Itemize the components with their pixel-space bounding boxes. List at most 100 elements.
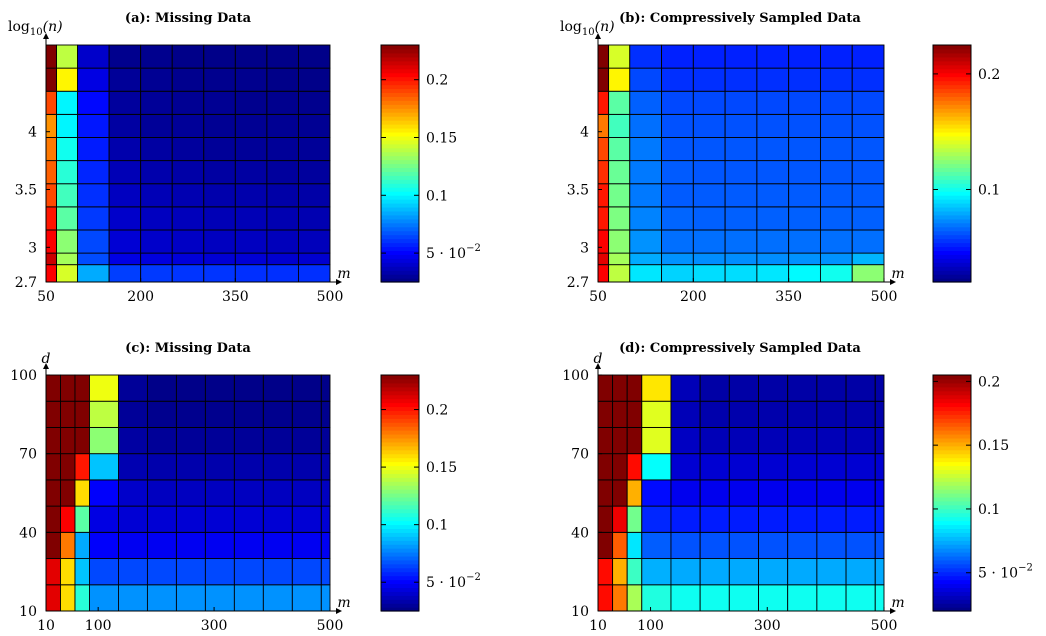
colorbar-segment <box>933 571 971 577</box>
heatmap-cell <box>724 229 758 254</box>
heatmap-cell <box>140 90 173 115</box>
heatmap-cell <box>291 426 322 455</box>
heatmap-cell <box>851 67 885 92</box>
colorbar-segment <box>933 567 971 573</box>
colorbar-frame <box>932 374 972 612</box>
heatmap-cell <box>266 183 299 208</box>
colorbar-segment <box>933 496 971 502</box>
colorbar-segment <box>381 485 419 490</box>
heatmap-cell <box>175 584 206 612</box>
heatmap-cell <box>291 400 322 428</box>
x-tick-label: 100 <box>637 618 664 634</box>
heatmap-cell <box>297 229 331 254</box>
colorbar-segment <box>933 171 971 176</box>
heatmap-cell <box>608 113 631 138</box>
heatmap-cell <box>89 426 119 455</box>
colorbar-segment <box>381 402 419 408</box>
x-tick-label: 500 <box>871 289 898 305</box>
panel-d: (d): Compressively Sampled Data 10 100 300 5… <box>562 341 1033 634</box>
heatmap-cell <box>874 531 885 560</box>
colorbar-segment <box>933 266 971 271</box>
heatmap-cell <box>788 229 821 254</box>
colorbar-segment <box>933 434 971 439</box>
heatmap-cell <box>175 426 206 455</box>
colorbar-segment <box>933 414 971 419</box>
heatmap-cell <box>787 584 818 612</box>
heatmap-cell <box>89 505 119 533</box>
colorbar-segment <box>933 108 971 113</box>
heatmap-cell <box>816 453 847 481</box>
heatmap-cell <box>204 584 235 612</box>
heatmap-cell <box>874 400 885 428</box>
colorbar-segment <box>933 76 971 82</box>
heatmap-cell <box>320 531 331 560</box>
colorbar-segment <box>933 544 971 549</box>
heatmap-cell <box>661 229 694 254</box>
x-tick-label: 300 <box>754 618 781 634</box>
heatmap-cell <box>756 113 790 138</box>
colorbar-segment <box>933 104 971 109</box>
heatmap-cell <box>266 160 299 185</box>
heatmap-cell <box>758 505 789 533</box>
heatmap-cell <box>728 531 759 560</box>
heatmap-cell <box>661 67 694 92</box>
heatmap-cell <box>641 374 672 402</box>
heatmap-cell <box>756 206 790 231</box>
colorbar-segment <box>381 218 419 224</box>
colorbar-segment <box>933 394 971 400</box>
heatmap-cell <box>89 558 119 586</box>
heatmap-cell <box>788 113 821 138</box>
colorbar-segment <box>933 222 971 228</box>
heatmap-cell <box>692 206 726 231</box>
heatmap-cell <box>234 90 268 115</box>
heatmap-cell <box>874 426 885 455</box>
colorbar: 0.1 0.2 <box>932 44 1000 283</box>
heatmap-cell <box>787 400 818 428</box>
colorbar-segment <box>933 80 971 86</box>
colorbar-segment <box>381 159 419 165</box>
heatmap-cell <box>692 183 726 208</box>
heatmap-cell <box>692 252 726 266</box>
heatmap-cell <box>608 229 631 254</box>
x-axis-label: m <box>891 266 904 282</box>
heatmap-cell <box>233 584 264 612</box>
colorbar-segment <box>381 226 419 232</box>
heatmap-cell <box>819 137 853 162</box>
colorbar-segment <box>933 449 971 455</box>
colorbar-segment <box>381 112 419 117</box>
colorbar-segment <box>381 108 419 113</box>
heatmap-cell <box>171 160 205 185</box>
heatmap-cell <box>626 584 643 612</box>
heatmap-cell <box>140 206 173 231</box>
colorbar-segment <box>933 461 971 467</box>
colorbar-segment <box>381 64 419 70</box>
heatmap-cell <box>171 264 205 283</box>
colorbar-segment <box>933 274 971 279</box>
colorbar-segment <box>933 206 971 212</box>
colorbar-tick-label: 0.1 <box>426 518 448 534</box>
colorbar-segment <box>933 270 971 275</box>
heatmap-cell <box>597 183 610 208</box>
colorbar-segment <box>933 375 971 380</box>
colorbar-segment <box>381 493 419 498</box>
colorbar-segment <box>933 583 971 588</box>
heatmap-cell <box>728 479 759 507</box>
colorbar-segment <box>381 230 419 236</box>
heatmap-cell <box>320 479 331 507</box>
heatmap-cell <box>728 374 759 402</box>
heatmap-cell <box>612 531 628 560</box>
colorbar-segment <box>381 56 419 62</box>
heatmap-cell <box>641 426 672 455</box>
heatmap-cell <box>641 584 672 612</box>
x-tick-label: 350 <box>775 289 802 305</box>
colorbar-segment <box>381 214 419 220</box>
heatmap-cell <box>233 453 264 481</box>
colorbar-segment <box>381 266 419 271</box>
heatmap-cell <box>234 67 268 92</box>
colorbar-segment <box>933 135 971 141</box>
y-axis-arrow <box>43 363 49 369</box>
heatmap-cell <box>661 252 694 266</box>
colorbar-segment <box>933 552 971 557</box>
heatmap-cell <box>291 505 322 533</box>
